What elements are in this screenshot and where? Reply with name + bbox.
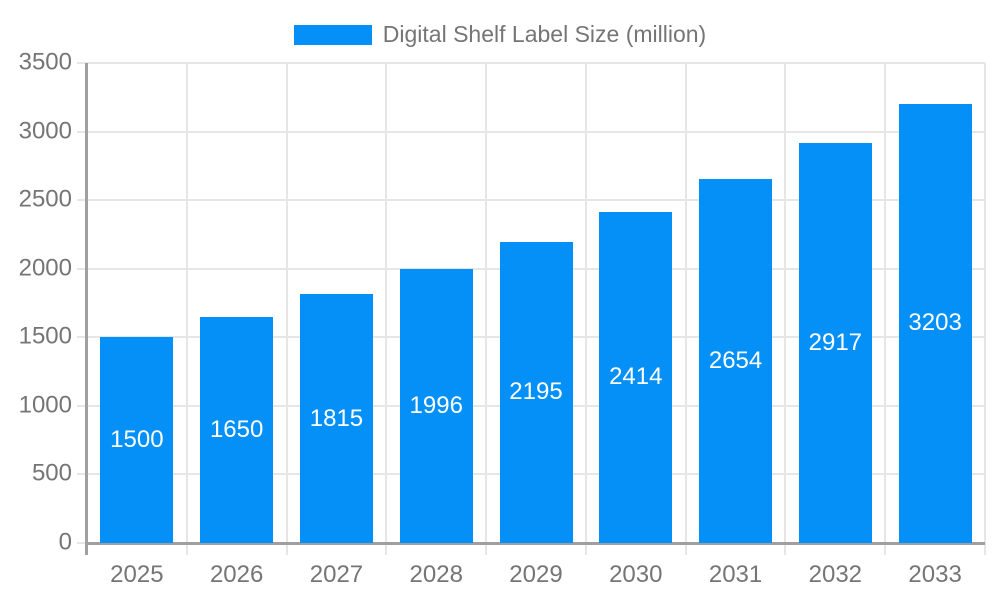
x-tick-label: 2033: [908, 561, 962, 588]
y-axis-tick: [77, 404, 87, 407]
bar[interactable]: [299, 294, 373, 543]
x-axis-tick: [485, 543, 488, 555]
legend-swatch-icon: [293, 24, 372, 45]
y-tick-label: 3000: [18, 117, 72, 145]
bar[interactable]: [399, 269, 473, 543]
x-tick-label: 2029: [509, 561, 563, 588]
x-tick-label: 2030: [609, 561, 663, 588]
y-axis-tick: [77, 199, 87, 202]
y-tick-label: 3500: [18, 48, 72, 76]
bar-value-label: 2654: [708, 347, 763, 374]
y-gridline: [87, 199, 985, 202]
bar-value-label: 2414: [609, 363, 663, 391]
y-tick-label: 2000: [18, 254, 72, 282]
x-tick-label: 2025: [110, 561, 164, 588]
x-axis-tick: [784, 543, 787, 555]
bar-value-label: 1500: [110, 426, 164, 454]
x-gridline: [485, 63, 488, 543]
y-axis-tick: [77, 62, 87, 64]
bar-value-label: 2917: [808, 328, 863, 356]
bar[interactable]: [499, 241, 573, 543]
bar[interactable]: [100, 337, 174, 543]
x-gridline: [385, 63, 388, 543]
legend-label: Digital Shelf Label Size (million): [382, 21, 707, 47]
y-axis-tick: [77, 130, 87, 133]
x-axis-tick: [984, 543, 986, 555]
x-axis-tick: [185, 543, 188, 555]
y-tick-label: 1000: [18, 391, 72, 419]
bar-value-label: 1650: [209, 415, 264, 443]
bar[interactable]: [699, 179, 773, 543]
y-tick-label: 2500: [18, 185, 72, 213]
x-gridline: [185, 63, 188, 543]
bar-value-label: 3203: [908, 309, 962, 337]
y-tick-label: 1500: [18, 322, 72, 350]
x-axis-tick: [385, 543, 388, 555]
chart-legend: Digital Shelf Label Size (million): [0, 21, 1000, 48]
y-tick-label: 0: [58, 528, 72, 556]
y-axis-tick: [77, 473, 87, 476]
y-axis-tick: [77, 542, 87, 544]
bar[interactable]: [798, 142, 872, 543]
x-axis-line: [85, 542, 985, 545]
x-axis-tick: [285, 543, 288, 555]
x-tick-label: 2027: [309, 561, 364, 588]
legend-item[interactable]: Digital Shelf Label Size (million): [293, 21, 707, 48]
bar-value-label: 1815: [309, 404, 364, 432]
x-tick-label: 2028: [409, 561, 463, 588]
y-tick-label: 500: [31, 459, 72, 487]
bar[interactable]: [200, 316, 274, 543]
bar[interactable]: [599, 211, 673, 543]
x-gridline: [285, 63, 288, 543]
x-axis-tick: [684, 543, 687, 555]
y-gridline: [87, 130, 985, 133]
x-gridline: [984, 63, 986, 543]
x-gridline: [784, 63, 787, 543]
y-axis-tick: [77, 267, 87, 270]
x-tick-label: 2031: [708, 561, 763, 588]
bar-value-label: 1996: [409, 392, 463, 420]
x-gridline: [684, 63, 687, 543]
x-axis-tick: [584, 543, 587, 555]
x-gridline: [584, 63, 587, 543]
y-gridline: [87, 62, 985, 64]
bar[interactable]: [898, 103, 972, 543]
x-gridline: [884, 63, 887, 543]
y-axis-tick: [77, 336, 87, 339]
y-axis-line: [85, 63, 88, 555]
x-tick-label: 2026: [209, 561, 264, 588]
x-tick-label: 2032: [808, 561, 863, 588]
bar-value-label: 2195: [509, 378, 563, 406]
x-axis-tick: [884, 543, 887, 555]
